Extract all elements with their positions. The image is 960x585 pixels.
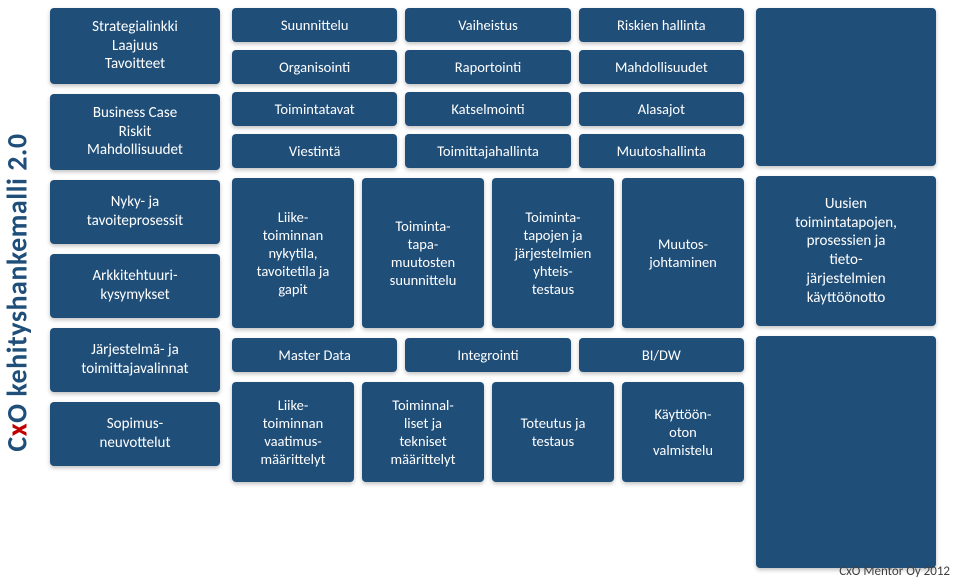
text: Nyky- ja: [111, 193, 160, 212]
mid-top-grid: Suunnittelu Vaiheistus Riskien hallinta …: [232, 8, 744, 168]
content-grid: Strategialinkki Laajuus Tavoitteet Busin…: [50, 8, 950, 568]
text: oton: [669, 423, 697, 441]
text: Liike-: [278, 208, 309, 226]
left-box-processes: Nyky- ja tavoiteprosessit: [50, 180, 220, 244]
cell-mahdollisuudet: Mahdollisuudet: [579, 50, 744, 84]
vtitle-x: x: [0, 423, 35, 436]
cell-bidw: BI/DW: [579, 338, 744, 372]
text: toimintatapojen,: [795, 214, 897, 233]
text: Toiminnal-: [392, 396, 454, 414]
box-liiketoiminta-gap: Liike- toiminnan nykytila, tavoitetila j…: [232, 178, 354, 328]
text: käyttöönotto: [807, 289, 886, 308]
text: tapa-: [408, 235, 439, 253]
text: Sopimus-: [107, 415, 163, 434]
text: nykytila,: [268, 244, 317, 262]
mid-row4: Liike- toiminnan nykytila, tavoitetila j…: [232, 178, 744, 328]
cell-viestinta: Viestintä: [232, 134, 397, 168]
text: Käyttöön-: [654, 405, 711, 423]
left-column: Strategialinkki Laajuus Tavoitteet Busin…: [50, 8, 220, 568]
mid-row4b: Liike- toiminnan vaatimus- määrittelyt T…: [232, 382, 744, 482]
cell-katselmointi: Katselmointi: [405, 92, 570, 126]
left-box-vendor-select: Järjestelmä- ja toimittajavalinnat: [50, 328, 220, 392]
text: kysymykset: [100, 286, 169, 305]
box-vaatimusmaarittelyt: Liike- toiminnan vaatimus- määrittelyt: [232, 382, 354, 482]
text: tapojen ja: [524, 226, 583, 244]
text: Liike-: [278, 396, 309, 414]
text: Riskit: [119, 123, 152, 142]
text: järjestelmien: [806, 270, 885, 289]
cell-riskien-hallinta: Riskien hallinta: [579, 8, 744, 42]
text: toiminnan: [263, 226, 323, 244]
text: Toiminta-: [525, 208, 580, 226]
text: liset ja: [404, 414, 442, 432]
vtitle-rest: kehityshankemalli 2.0: [0, 133, 35, 403]
text: tavoitetila ja: [257, 262, 330, 280]
text: Toteutus ja: [521, 414, 586, 432]
text: testaus: [532, 280, 574, 298]
text: toimittajavalinnat: [81, 360, 188, 379]
text: toiminnan: [263, 414, 323, 432]
text: valmistelu: [653, 441, 713, 459]
text: testaus: [532, 432, 574, 450]
text: Tavoitteet: [105, 55, 165, 74]
mid-row3: Master Data Integrointi BI/DW: [232, 338, 744, 372]
box-toteutus-testaus: Toteutus ja testaus: [492, 382, 614, 482]
vertical-title: CxO kehityshankemalli 2.0: [0, 0, 40, 585]
text: tavoiteprosessit: [87, 212, 183, 231]
box-yhteistestaus: Toiminta- tapojen ja järjestelmien yhtei…: [492, 178, 614, 328]
text: vaatimus-: [264, 432, 321, 450]
cell-integrointi: Integrointi: [405, 338, 570, 372]
cell-raportointi: Raportointi: [405, 50, 570, 84]
text: Uusien: [825, 195, 867, 214]
text: muutosten: [391, 253, 455, 271]
cell-toimintatavat: Toimintatavat: [232, 92, 397, 126]
text: Arkkitehtuuri-: [92, 267, 177, 286]
cell-suunnittelu: Suunnittelu: [232, 8, 397, 42]
cell-muutoshallinta: Muutoshallinta: [579, 134, 744, 168]
left-box-strategy: Strategialinkki Laajuus Tavoitteet: [50, 8, 220, 84]
right-box-bottom: [756, 336, 936, 568]
text: Muutos-: [658, 235, 708, 253]
right-box-top: [756, 8, 936, 166]
vtitle-c: C: [0, 436, 35, 451]
text: Strategialinkki: [92, 18, 178, 37]
left-box-contracts: Sopimus- neuvottelut: [50, 402, 220, 466]
left-box-businesscase: Business Case Riskit Mahdollisuudet: [50, 94, 220, 170]
right-box-mid: Uusien toimintatapojen, prosessien ja ti…: [756, 176, 936, 326]
box-muutosjohtaminen: Muutos- johtaminen: [622, 178, 744, 328]
text: tieto-: [829, 251, 862, 270]
text: yhteis-: [533, 262, 572, 280]
cell-organisointi: Organisointi: [232, 50, 397, 84]
cell-vaiheistus: Vaiheistus: [405, 8, 570, 42]
text: Toiminta-: [395, 217, 450, 235]
text: neuvottelut: [100, 434, 171, 453]
text: johtaminen: [649, 253, 717, 271]
text: suunnittelu: [390, 271, 457, 289]
vertical-title-text: CxO kehityshankemalli 2.0: [0, 133, 35, 451]
text: järjestelmien: [515, 244, 592, 262]
middle-column: Suunnittelu Vaiheistus Riskien hallinta …: [232, 8, 744, 568]
text: gapit: [278, 280, 307, 298]
box-tekniset-maarittelyt: Toiminnal- liset ja tekniset määrittelyt: [362, 382, 484, 482]
text: Laajuus: [112, 37, 158, 56]
cell-master-data: Master Data: [232, 338, 397, 372]
vtitle-o: O: [0, 403, 35, 422]
text: tekniset: [399, 432, 446, 450]
text: määrittelyt: [261, 450, 326, 468]
text: Järjestelmä- ja: [91, 341, 179, 360]
left-box-architecture: Arkkitehtuuri- kysymykset: [50, 254, 220, 318]
text: prosessien ja: [807, 232, 886, 251]
box-toimintatapa-suunnittelu: Toiminta- tapa- muutosten suunnittelu: [362, 178, 484, 328]
right-column: Uusien toimintatapojen, prosessien ja ti…: [756, 8, 936, 568]
text: Business Case: [93, 104, 177, 123]
text: Mahdollisuudet: [87, 141, 183, 160]
cell-alasajot: Alasajot: [579, 92, 744, 126]
box-kayttoonoton-valmistelu: Käyttöön- oton valmistelu: [622, 382, 744, 482]
cell-toimittajahallinta: Toimittajahallinta: [405, 134, 570, 168]
footer-text: CxO Mentor Oy 2012: [839, 564, 950, 579]
text: määrittelyt: [391, 450, 456, 468]
